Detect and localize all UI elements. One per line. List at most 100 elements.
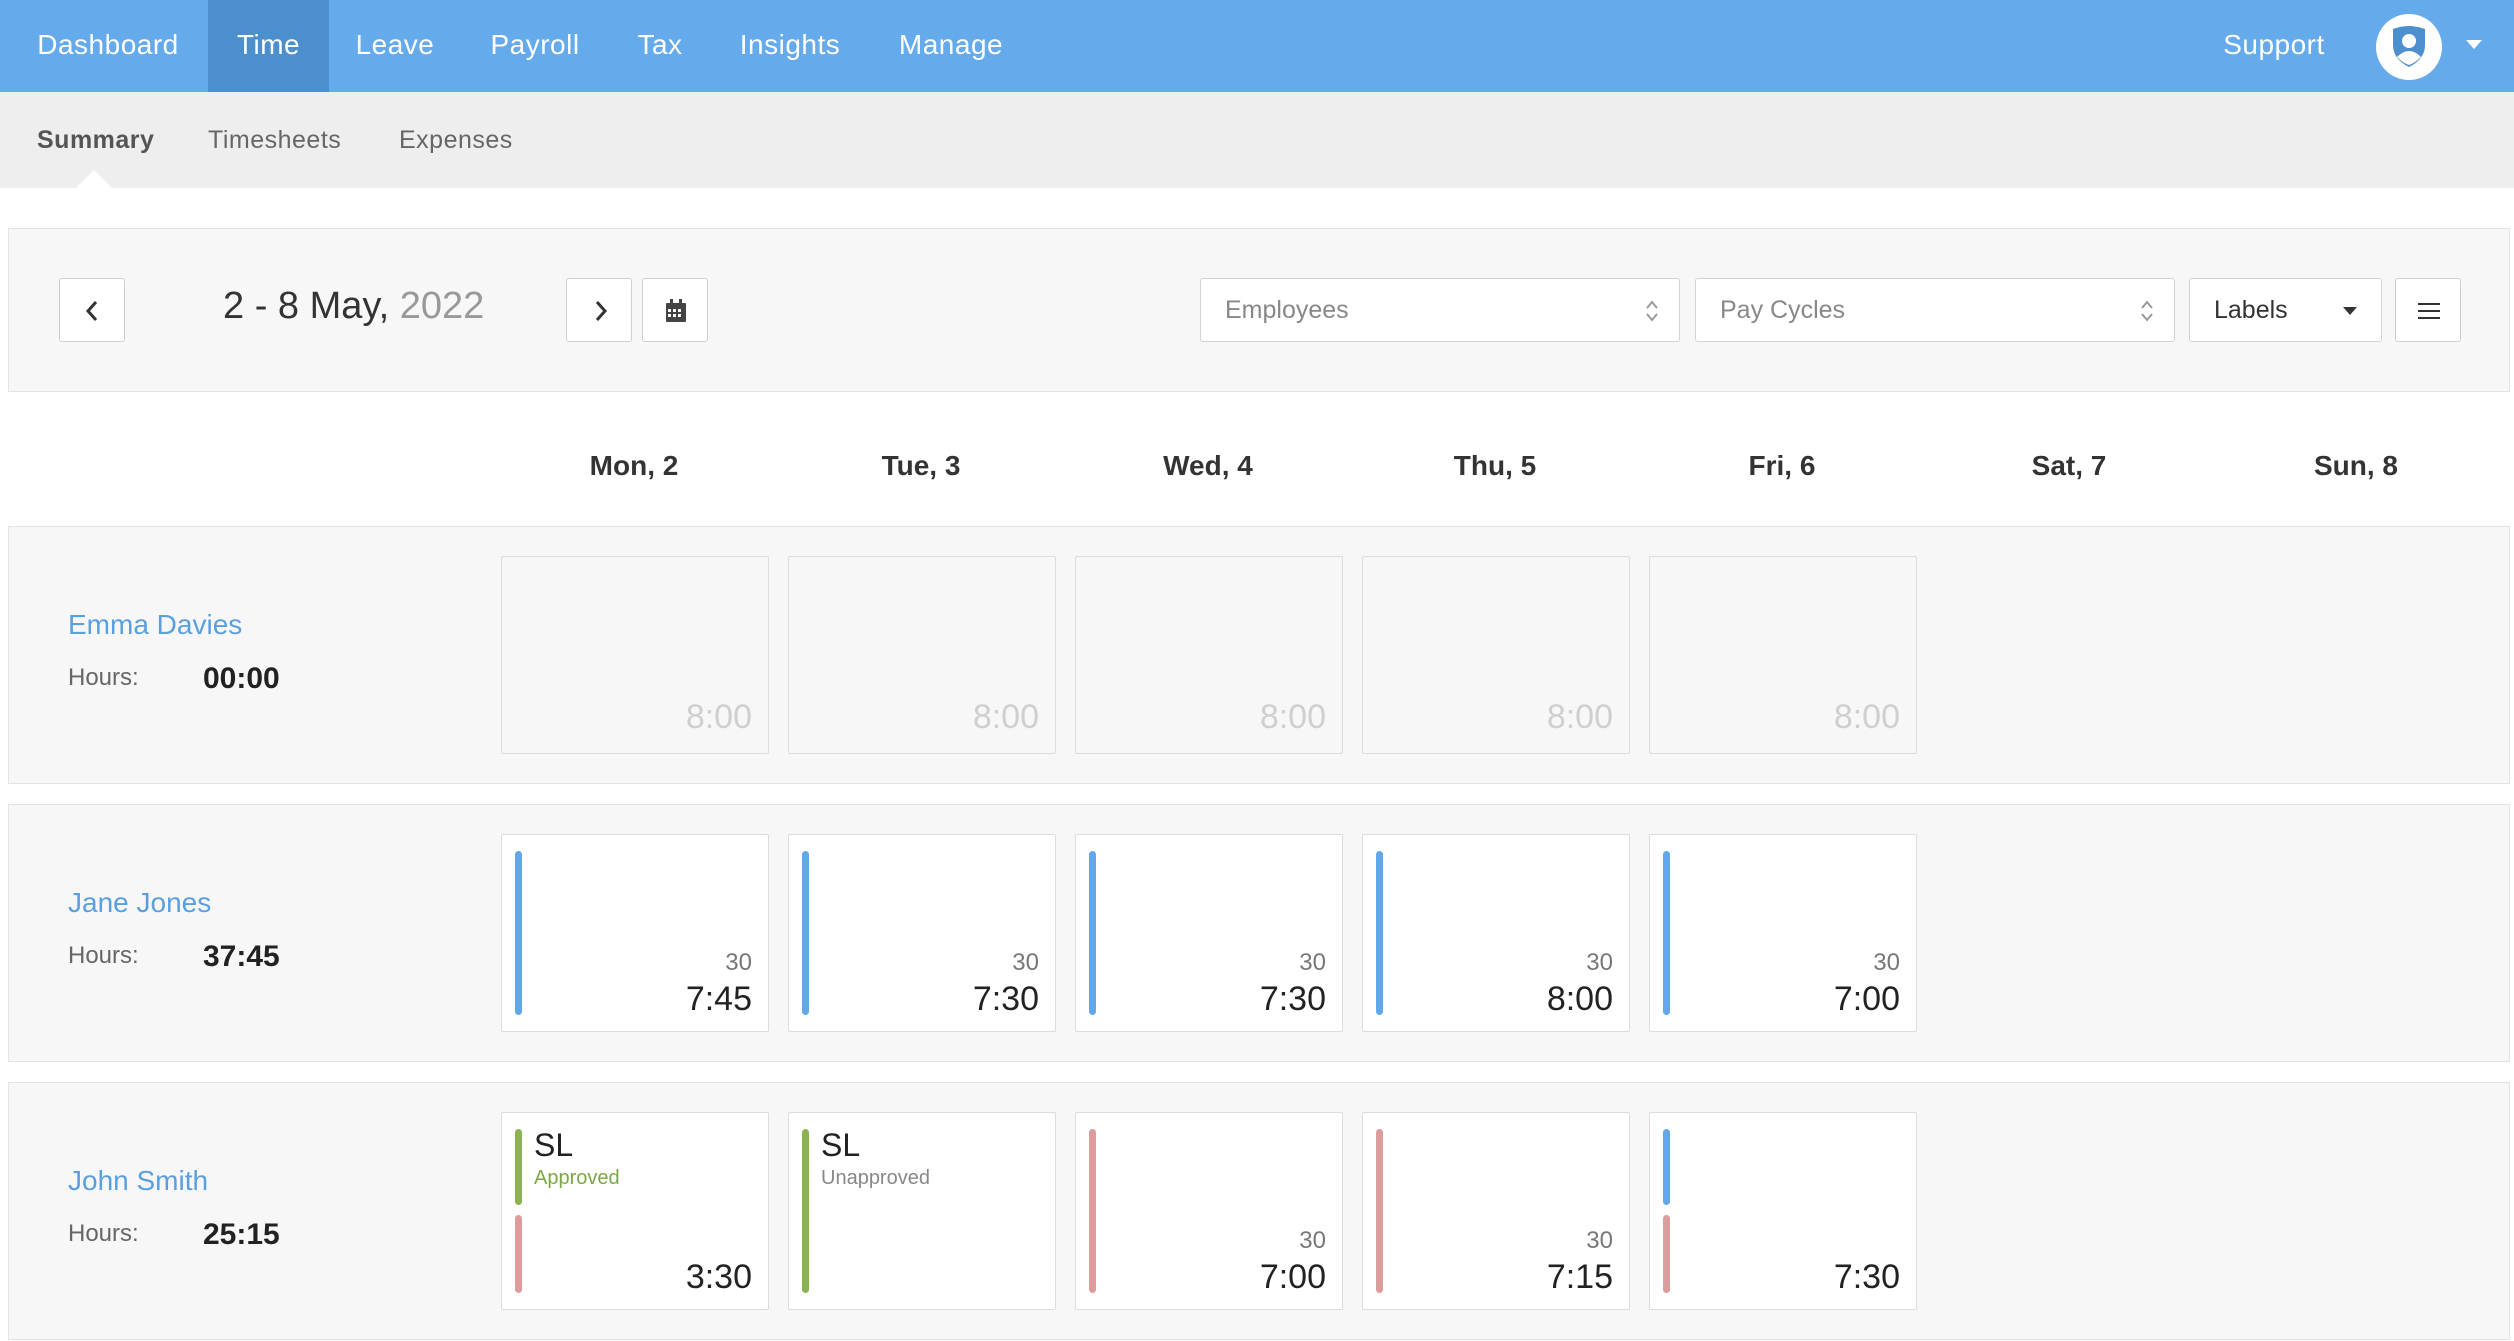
nav-support[interactable]: Support [2223, 29, 2325, 60]
employee-name-link[interactable]: Jane Jones [68, 887, 212, 918]
worked-hours: 7:30 [972, 980, 1039, 1018]
day-cell[interactable]: 8:00 [1075, 556, 1343, 754]
unapproved-timesheet-bar [1376, 1129, 1383, 1293]
day-cell[interactable]: 30 7:30 [788, 834, 1056, 1032]
employees-select[interactable]: Employees [1200, 278, 1680, 342]
worked-hours: 7:00 [1259, 1258, 1326, 1296]
day-cell[interactable]: 30 7:00 [1075, 1112, 1343, 1310]
day-header-fri: Fri, 6 [1748, 450, 1816, 481]
hours-total: 25:15 [203, 1218, 280, 1251]
pay-cycles-select-label: Pay Cycles [1720, 296, 1846, 324]
day-cell[interactable]: SL Approved 3:30 [501, 1112, 769, 1310]
tab-expenses[interactable]: Expenses [399, 126, 513, 154]
nav-dashboard[interactable]: Dashboard [37, 29, 179, 60]
day-header-sun: Sun, 8 [2313, 450, 2398, 481]
worked-hours: 3:30 [685, 1258, 752, 1296]
nav-manage[interactable]: Manage [898, 29, 1004, 60]
day-cell[interactable]: 8:00 [788, 556, 1056, 754]
user-shield-icon [2393, 26, 2425, 67]
leave-code: SL [534, 1127, 574, 1163]
employee-row: Jane Jones Hours: 37:45 30 7:45 30 7:30 … [8, 804, 2510, 1062]
date-range-text: 2 - 8 May, [223, 285, 390, 327]
timesheet-bar [515, 851, 522, 1015]
labels-dropdown-label: Labels [2214, 296, 2288, 324]
timesheet-bar [1663, 851, 1670, 1015]
day-cell[interactable]: 30 7:45 [501, 834, 769, 1032]
worked-hours: 8:00 [1546, 980, 1613, 1018]
break-minutes: 30 [1012, 949, 1039, 976]
account-menu-caret-icon[interactable] [2466, 40, 2482, 49]
timesheet-bar [1376, 851, 1383, 1015]
timesheet-bar [1089, 851, 1096, 1015]
day-header-thu: Thu, 5 [1453, 450, 1537, 481]
menu-button[interactable] [2395, 278, 2461, 342]
day-header-sat: Sat, 7 [2031, 450, 2107, 481]
prev-week-button[interactable] [59, 278, 125, 342]
next-week-button[interactable] [566, 278, 632, 342]
day-cell[interactable]: 7:30 [1649, 1112, 1917, 1310]
leave-code: SL [821, 1127, 861, 1163]
tab-summary[interactable]: Summary [37, 126, 155, 154]
day-cell[interactable]: 30 7:30 [1075, 834, 1343, 1032]
worked-hours: 7:00 [1833, 980, 1900, 1018]
break-minutes: 30 [1299, 1227, 1326, 1254]
break-minutes: 30 [1873, 949, 1900, 976]
planned-hours: 8:00 [685, 698, 752, 736]
hamburger-icon [2418, 303, 2440, 319]
hours-label: Hours: [68, 942, 139, 969]
day-cell[interactable]: SL Unapproved [788, 1112, 1056, 1310]
planned-hours: 8:00 [1546, 698, 1613, 736]
nav-leave[interactable]: Leave [355, 29, 435, 60]
break-minutes: 30 [1299, 949, 1326, 976]
date-range: 2 - 8 May, 2022 [223, 285, 484, 328]
calendar-button[interactable] [642, 278, 708, 342]
employee-name-link[interactable]: Emma Davies [68, 609, 243, 640]
sub-nav: Summary Timesheets Expenses [0, 92, 2514, 188]
break-minutes: 30 [1586, 1227, 1613, 1254]
hours-total: 37:45 [203, 940, 280, 973]
planned-hours: 8:00 [972, 698, 1039, 736]
sort-updown-icon [2141, 300, 2153, 322]
break-minutes: 30 [1586, 949, 1613, 976]
planned-hours: 8:00 [1259, 698, 1326, 736]
hours-total: 00:00 [203, 662, 280, 695]
break-minutes: 30 [725, 949, 752, 976]
nav-tax[interactable]: Tax [637, 29, 683, 60]
day-cell[interactable]: 8:00 [1649, 556, 1917, 754]
leave-status: Unapproved [821, 1167, 930, 1189]
worked-hours: 7:30 [1259, 980, 1326, 1018]
timesheet-bar [1663, 1129, 1670, 1205]
chevron-left-icon [85, 301, 98, 321]
hours-label: Hours: [68, 1220, 139, 1247]
day-cell[interactable]: 8:00 [1362, 556, 1630, 754]
pay-cycles-select[interactable]: Pay Cycles [1695, 278, 2175, 342]
worked-hours: 7:15 [1546, 1258, 1613, 1296]
unapproved-timesheet-bar [515, 1215, 522, 1293]
employee-row: John Smith Hours: 25:15 SL Approved 3:30… [8, 1082, 2510, 1340]
calendar-icon [666, 299, 686, 322]
day-header-wed: Wed, 4 [1163, 450, 1253, 481]
nav-insights[interactable]: Insights [739, 29, 841, 60]
day-cell[interactable]: 30 8:00 [1362, 834, 1630, 1032]
day-cell[interactable]: 8:00 [501, 556, 769, 754]
avatar[interactable] [2376, 14, 2442, 80]
sort-updown-icon [1646, 300, 1658, 322]
tab-timesheets[interactable]: Timesheets [208, 126, 342, 154]
top-nav: Dashboard Time Leave Payroll Tax Insight… [0, 0, 2514, 92]
hours-label: Hours: [68, 664, 139, 691]
employee-name-link[interactable]: John Smith [68, 1165, 209, 1196]
nav-time[interactable]: Time [208, 0, 329, 92]
day-header-mon: Mon, 2 [589, 450, 679, 481]
labels-dropdown[interactable]: Labels [2189, 278, 2382, 342]
worked-hours: 7:30 [1833, 1258, 1900, 1296]
leave-bar [515, 1129, 522, 1205]
day-cell[interactable]: 30 7:15 [1362, 1112, 1630, 1310]
day-cell[interactable]: 30 7:00 [1649, 834, 1917, 1032]
timesheet-bar [802, 851, 809, 1015]
day-header-tue: Tue, 3 [881, 450, 961, 481]
nav-payroll[interactable]: Payroll [490, 29, 580, 60]
leave-status: Approved [534, 1167, 620, 1189]
unapproved-timesheet-bar [1089, 1129, 1096, 1293]
employee-row: Emma Davies Hours: 00:00 8:00 8:00 8:00 … [8, 526, 2510, 784]
date-range-year: 2022 [399, 285, 485, 327]
